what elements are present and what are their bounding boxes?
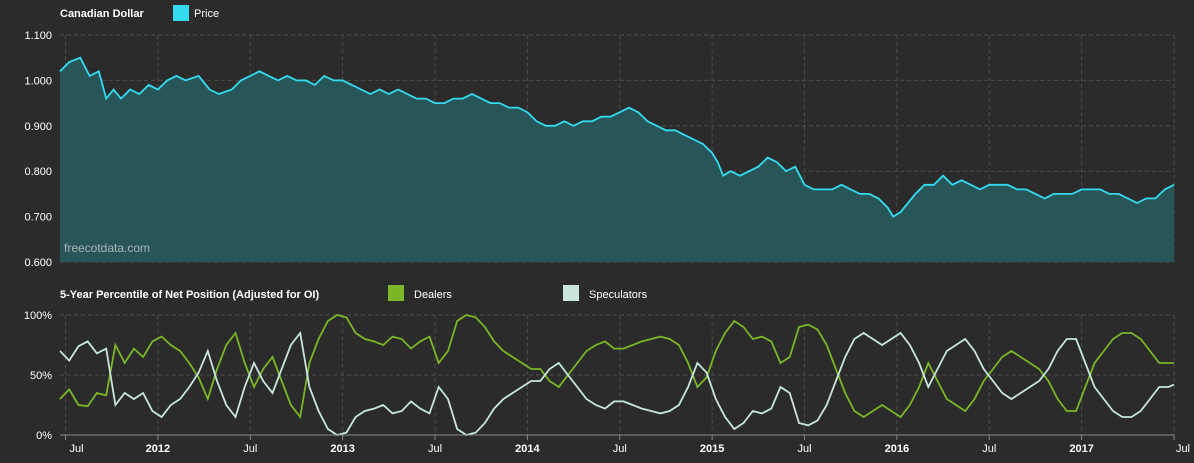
x-tick-label: 2015 (700, 443, 724, 455)
price-y-tick-labels: 1.100 1.000 0.900 0.800 0.700 0.600 (24, 30, 52, 269)
price-y-tick: 1.000 (24, 75, 52, 87)
speculators-series-line (59, 330, 1175, 436)
price-y-tick: 0.700 (24, 212, 52, 224)
dealers-legend-label[interactable]: Dealers (414, 289, 452, 301)
x-tick-label: Jul (613, 443, 627, 455)
x-tick-label: Jul (797, 443, 811, 455)
percentile-y-tick: 0% (36, 430, 52, 442)
dealers-series-line (59, 314, 1174, 420)
price-area-fill (60, 57, 1174, 263)
percentile-y-tick-labels: 100% 50% 0% (24, 310, 52, 442)
percentile-y-tick: 50% (30, 370, 52, 382)
x-tick-label: 2013 (330, 443, 354, 455)
speculators-legend-label[interactable]: Speculators (589, 289, 648, 301)
dealers-legend-swatch[interactable] (388, 285, 404, 301)
percentile-y-tick: 100% (24, 310, 52, 322)
percentile-chart-title: 5-Year Percentile of Net Position (Adjus… (60, 289, 319, 301)
price-legend-label[interactable]: Price (194, 8, 219, 20)
price-series-line (59, 56, 1175, 218)
x-tick-label: Jul (428, 443, 442, 455)
x-tick-label: 2016 (885, 443, 909, 455)
x-tick-label: 2017 (1069, 443, 1093, 455)
x-axis-tick-labels: Jul 2012 Jul 2013 Jul 2014 Jul 2015 Jul 2016 Jul 20… (60, 434, 1190, 455)
x-tick-label: Jul (1176, 443, 1190, 455)
percentile-gridlines (60, 314, 1175, 436)
x-tick-label: Jul (70, 443, 84, 455)
price-chart-title: Canadian Dollar (60, 8, 144, 20)
price-y-tick: 0.600 (24, 257, 52, 269)
price-legend-swatch[interactable] (173, 5, 189, 21)
x-tick-label: 2012 (146, 443, 170, 455)
price-y-tick: 0.800 (24, 166, 52, 178)
watermark: freecotdata.com (64, 241, 150, 255)
price-y-tick: 0.900 (24, 121, 52, 133)
price-y-tick: 1.100 (24, 30, 52, 42)
x-tick-label: 2014 (515, 443, 540, 455)
x-tick-label: Jul (982, 443, 996, 455)
speculators-legend-swatch[interactable] (563, 285, 579, 301)
x-tick-label: Jul (243, 443, 257, 455)
